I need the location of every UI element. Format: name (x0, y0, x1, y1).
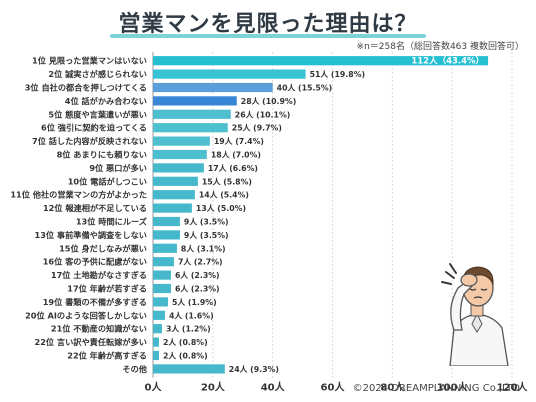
category-label: 17位 土地勘がなさすぎる (51, 270, 147, 280)
title-block: 営業マンを見限った理由は？ (0, 0, 536, 40)
worried-man-illustration (441, 263, 509, 366)
category-label: 8位 あまりにも頼りない (57, 150, 147, 160)
data-label: 112人（43.4%） (411, 56, 484, 67)
data-label: 3人 (1.2%) (166, 324, 211, 334)
data-label: 15人 (5.8%) (202, 176, 252, 186)
bar (153, 270, 171, 280)
category-label: 21位 不動産の知識がない (51, 324, 147, 334)
bar (153, 109, 231, 119)
category-label: 22位 年齢が高すぎる (67, 351, 147, 361)
x-tick-label: 60人 (321, 381, 346, 394)
x-tick-label: 100人 (437, 381, 469, 394)
data-label: 24人 (9.3%) (229, 364, 279, 374)
bar (153, 176, 198, 186)
x-tick-label: 80人 (380, 381, 405, 394)
data-label: 26人 (10.1%) (235, 109, 291, 119)
bar (153, 190, 195, 200)
data-label: 4人 (1.6%) (169, 310, 214, 320)
bar (153, 364, 225, 374)
bar (153, 243, 177, 253)
bar (153, 82, 273, 93)
category-label: 6位 強引に契約を迫ってくる (41, 123, 147, 133)
category-label: 10位 電話がしつこい (68, 176, 147, 186)
data-label: 13人 (5.0%) (196, 203, 246, 213)
category-label: 3位 自社の都合を押しつけてくる (25, 83, 147, 93)
data-label: 2人 (0.8%) (163, 351, 208, 361)
category-label: 20位 AIのような回答しかしない (25, 310, 147, 320)
data-label: 6人 (2.3%) (175, 270, 220, 280)
category-label: 17位 年齢が若すぎる (67, 284, 147, 294)
bar (153, 136, 210, 146)
data-label: 9人 (3.5%) (184, 217, 229, 227)
data-label: 51人 (19.8%) (310, 69, 366, 79)
category-label: 16位 客の予供に配慮がない (43, 257, 147, 267)
x-tick-label: 0人 (145, 381, 163, 394)
bar (153, 324, 162, 334)
bar (153, 96, 237, 106)
bar (153, 350, 159, 361)
data-label: 19人 (7.4%) (214, 136, 264, 146)
category-label: 22位 言い訳や責任転嫁が多い (35, 337, 148, 347)
data-label: 28人 (10.9%) (241, 96, 297, 106)
bar (153, 230, 180, 240)
data-label: 5人 (1.9%) (172, 297, 217, 307)
category-label: 11位 他社の営業マンの方がよかった (10, 190, 147, 200)
category-label: 5位 態度や言葉遣いが悪い (48, 109, 147, 119)
category-label: 1位 見限った営業マンはいない (32, 56, 147, 66)
category-label: その他 (122, 364, 147, 374)
bar (153, 297, 168, 307)
bar (153, 310, 165, 320)
bar (153, 216, 180, 227)
data-label: 7人 (2.7%) (178, 257, 223, 267)
category-label: 7位 話した内容が反映されない (32, 136, 147, 146)
bar (153, 337, 159, 347)
category-label: 4位 話がかみ合わない (65, 96, 147, 106)
bar (153, 123, 228, 133)
data-label: 2人 (0.8%) (163, 337, 208, 347)
bar (153, 69, 306, 79)
chart-title: 営業マンを見限った理由は？ (118, 12, 418, 37)
title-underline (110, 34, 426, 38)
copyright-credit: ©2024 DREAMPLANNING Co.,LTD (352, 383, 520, 394)
data-label: 6人 (2.3%) (175, 284, 220, 294)
bar (153, 56, 489, 66)
data-label: 18人 (7.0%) (211, 150, 261, 160)
data-label: 40人 (15.5%) (277, 83, 333, 93)
category-label: 15位 身だしなみが悪い (59, 243, 147, 253)
data-label: 17人 (6.6%) (208, 163, 258, 173)
bar (153, 163, 204, 173)
data-label: 8人 (3.1%) (181, 243, 226, 253)
data-label: 14人 (5.4%) (199, 190, 249, 200)
x-tick-label: 20人 (201, 381, 226, 394)
category-label: 2位 誠実さが感じられない (48, 69, 147, 79)
category-label: 12位 報連相が不足している (43, 203, 147, 213)
category-label: 19位 書類の不備が多すぎる (43, 297, 147, 307)
data-label: 9人 (3.5%) (184, 230, 229, 240)
category-label: 13位 事前準備や調査をしない (35, 230, 148, 240)
category-label: 13位 時間にルーズ (76, 217, 148, 227)
bar (153, 203, 192, 213)
data-label: 25人 (9.7%) (232, 123, 282, 133)
bar (153, 257, 174, 267)
sample-note: ※n＝258名（総回答数463 複数回答可） (356, 42, 524, 52)
x-tick-label: 120人 (497, 381, 529, 394)
x-tick-label: 40人 (261, 381, 286, 394)
category-label: 9位 悪口が多い (89, 163, 147, 173)
bar (153, 149, 207, 160)
bar (153, 283, 171, 294)
